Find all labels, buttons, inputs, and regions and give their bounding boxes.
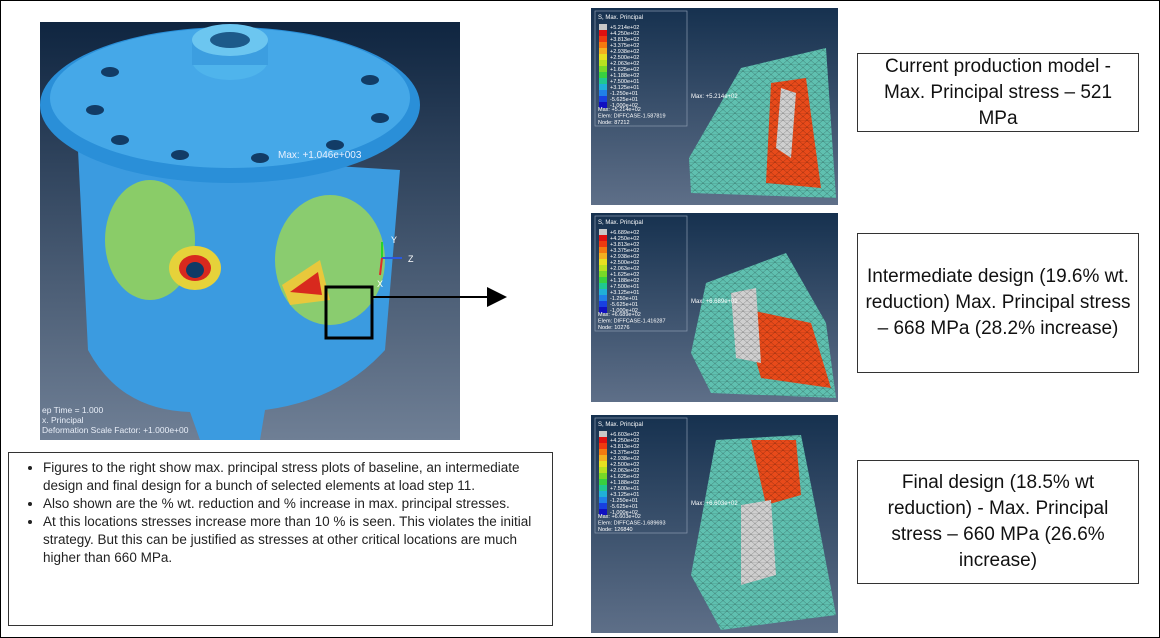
caption: Final design (18.5% wt reduction) - Max.… [864, 470, 1132, 574]
legend-swatch [599, 66, 607, 72]
legend-swatch [599, 485, 607, 491]
legend-swatch [599, 265, 607, 271]
legend-swatch [599, 229, 607, 235]
legend-swatch [599, 443, 607, 449]
max-marker: Max: +5.214e+02 [691, 94, 738, 100]
legend-swatch [599, 455, 607, 461]
legend-swatch [599, 90, 607, 96]
stress-plot: S, Max. Principal+6.603e+02+4.250e+02+3.… [591, 415, 838, 633]
legend-swatch [599, 84, 607, 90]
window [186, 262, 204, 278]
stress-plot: S, Max. Principal+6.689e+02+4.250e+02+3.… [591, 213, 838, 402]
legend-title: S, Max. Principal [598, 422, 643, 428]
legend-swatch [599, 241, 607, 247]
stress-plots: S, Max. Principal+5.214e+02+4.250e+02+3.… [591, 8, 838, 633]
axis-label: Z [408, 254, 414, 264]
note: Also shown are the % wt. reduction and %… [43, 495, 544, 513]
legend-title: S, Max. Principal [598, 220, 643, 226]
stress-plot: S, Max. Principal+5.214e+02+4.250e+02+3.… [591, 8, 838, 205]
legend-swatch [599, 437, 607, 443]
note: At this locations stresses increase more… [43, 513, 544, 567]
legend-footer: Max: +6.689e+02 [598, 312, 641, 318]
step-info: Deformation Scale Factor: +1.000e+00 [42, 425, 189, 435]
caption-box: Current production model - Max. Principa… [857, 53, 1139, 132]
legend-swatch [599, 54, 607, 60]
legend-footer: Node: 126840 [598, 527, 633, 533]
step-info: x. Principal [42, 415, 84, 425]
legend-swatch [599, 30, 607, 36]
legend-footer: Max: +5.214e+02 [598, 107, 641, 113]
legend-swatch [599, 503, 607, 509]
hub-bore [210, 32, 250, 48]
notes-list: Figures to the right show max. principal… [17, 459, 544, 567]
legend-swatch [599, 289, 607, 295]
legend-swatch [599, 295, 607, 301]
legend-footer: Elem: DIFFCASE-1.689693 [598, 521, 666, 527]
caption: Intermediate design (19.6% wt. reduction… [864, 264, 1132, 342]
legend-swatch [599, 60, 607, 66]
main-figure: Max: +1.046e+003 Y Z X ep Time = 1.000 x… [40, 22, 505, 440]
legend-swatch [599, 479, 607, 485]
legend-swatch [599, 497, 607, 503]
note: Figures to the right show max. principal… [43, 459, 544, 495]
legend-swatch [599, 431, 607, 437]
legend-swatch [599, 449, 607, 455]
max-marker: Max: +6.603e+02 [691, 501, 738, 507]
notes-box: Figures to the right show max. principal… [8, 452, 553, 626]
legend-swatch [599, 277, 607, 283]
axis-label: Y [391, 235, 397, 245]
legend-swatch [599, 96, 607, 102]
legend-swatch [599, 235, 607, 241]
legend-footer: Node: 10276 [598, 325, 630, 331]
legend-swatch [599, 467, 607, 473]
slide-body: { "main_figure": { "max_label": "Max: +1… [0, 0, 1160, 638]
caption: Current production model - Max. Principa… [864, 54, 1132, 132]
legend-footer: Max: +6.603e+02 [598, 514, 641, 520]
step-info: ep Time = 1.000 [42, 405, 103, 415]
legend-swatch [599, 259, 607, 265]
caption-box: Final design (18.5% wt reduction) - Max.… [857, 460, 1139, 584]
legend-swatch [599, 48, 607, 54]
max-label: Max: +1.046e+003 [278, 150, 362, 161]
legend-footer: Elem: DIFFCASE-1.416287 [598, 319, 666, 325]
legend-swatch [599, 24, 607, 30]
legend-swatch [599, 72, 607, 78]
legend-swatch [599, 473, 607, 479]
legend-swatch [599, 78, 607, 84]
legend-swatch [599, 42, 607, 48]
legend-footer: Node: 87212 [598, 120, 630, 126]
legend-title: S, Max. Principal [598, 15, 643, 21]
page: Stress comparison slide html, body { mar… [0, 0, 1160, 638]
legend-swatch [599, 301, 607, 307]
legend-swatch [599, 271, 607, 277]
axis-label: X [377, 279, 383, 289]
stress-zone [275, 195, 385, 325]
legend-footer: Elem: DIFFCASE-1.587819 [598, 114, 666, 120]
legend-swatch [599, 253, 607, 259]
legend-swatch [599, 247, 607, 253]
legend-swatch [599, 491, 607, 497]
legend-swatch [599, 283, 607, 289]
caption-box: Intermediate design (19.6% wt. reduction… [857, 233, 1139, 373]
legend-swatch [599, 461, 607, 467]
max-marker: Max: +6.689e+02 [691, 299, 738, 305]
legend-swatch [599, 36, 607, 42]
